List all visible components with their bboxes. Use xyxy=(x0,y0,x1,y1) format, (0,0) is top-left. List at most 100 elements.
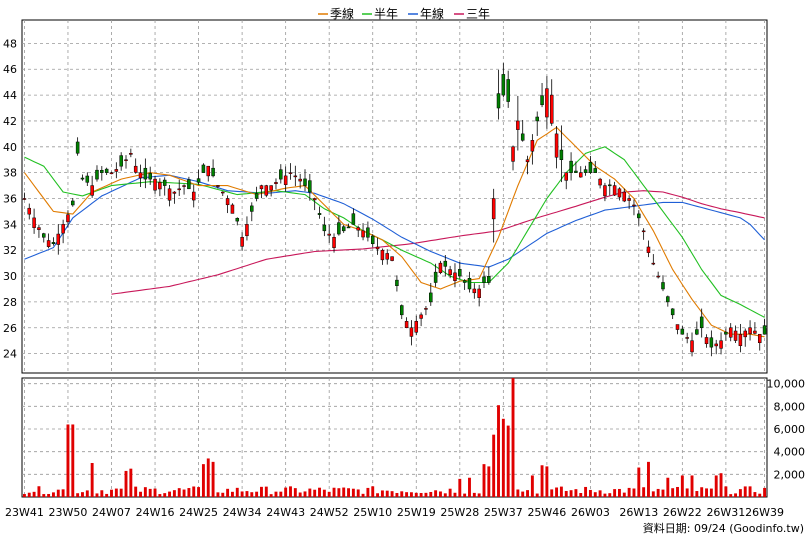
volume-bar xyxy=(685,488,689,497)
volume-bar xyxy=(443,493,447,497)
volume-bar xyxy=(192,486,196,497)
candle-body xyxy=(506,79,510,102)
candle-body xyxy=(395,279,399,287)
candle-body xyxy=(269,185,273,191)
volume-bar xyxy=(22,494,26,497)
candle-body xyxy=(719,340,723,349)
candle-body xyxy=(419,314,423,319)
candle-body xyxy=(753,330,757,334)
candle-body xyxy=(482,276,486,283)
candle-body xyxy=(414,321,419,333)
volume-bar xyxy=(516,489,520,497)
candle-body xyxy=(245,224,249,237)
candle-body xyxy=(501,74,506,96)
volume-bar xyxy=(758,493,762,497)
candle-body xyxy=(477,288,481,298)
candle-body xyxy=(666,296,670,303)
volume-bar xyxy=(255,491,259,497)
candle-body xyxy=(424,308,428,310)
volume-bar xyxy=(632,488,636,497)
candle-body xyxy=(641,230,646,233)
volume-bar xyxy=(526,490,529,497)
volume-tick-label: 6,000 xyxy=(774,423,806,436)
candle-body xyxy=(61,224,65,234)
candle-body xyxy=(453,272,457,282)
candle-body xyxy=(240,237,244,247)
volume-bar xyxy=(119,488,123,497)
candle-body xyxy=(370,235,375,244)
volume-bar xyxy=(95,493,99,497)
x-axis-ticks: 23W41 23W50 24W07 24W16 24W25 24W34 24W43 24W52… xyxy=(5,506,784,519)
candle-body xyxy=(579,172,583,178)
volume-bar xyxy=(468,477,471,497)
volume-bar xyxy=(221,492,225,497)
volume-bar xyxy=(400,491,404,497)
price-tick-label: 34 xyxy=(3,218,17,231)
volume-bar xyxy=(298,492,302,497)
candle-body xyxy=(162,179,167,186)
volume-bar xyxy=(269,494,273,497)
price-tick-label: 36 xyxy=(3,193,17,206)
volume-bar xyxy=(235,487,239,497)
volume-bar xyxy=(380,490,384,497)
volume-bar xyxy=(76,493,80,497)
candle-body xyxy=(574,170,578,173)
candle-body xyxy=(148,173,152,180)
volume-bar xyxy=(559,486,563,497)
volume-bar xyxy=(700,487,704,497)
volume-bar xyxy=(240,491,244,497)
candle-body xyxy=(264,185,269,196)
volume-bar xyxy=(734,493,738,497)
candle-body xyxy=(124,159,128,161)
x-tick-label: 23W50 xyxy=(49,506,88,519)
volume-bar xyxy=(753,492,757,497)
candle-body xyxy=(675,324,680,330)
volume-bar xyxy=(429,491,433,497)
volume-bar xyxy=(139,491,142,497)
candle-body xyxy=(341,226,346,232)
candle-body xyxy=(390,256,394,261)
volume-bar xyxy=(124,470,128,497)
candle-body xyxy=(303,178,307,186)
candle-body xyxy=(259,185,264,190)
x-tick-label: 25W10 xyxy=(353,506,392,519)
volume-bar xyxy=(579,493,583,497)
candle-body xyxy=(196,178,201,183)
candle-body xyxy=(143,167,148,180)
candle-body xyxy=(172,191,177,194)
volume-bar xyxy=(361,493,365,497)
volume-bar xyxy=(501,418,505,497)
candle-body xyxy=(429,292,433,303)
candle-body xyxy=(757,333,762,343)
volume-bar xyxy=(448,488,452,497)
candle-body xyxy=(400,305,404,316)
candle-body xyxy=(520,133,525,141)
volume-bar xyxy=(313,489,317,497)
candle-body xyxy=(714,343,718,347)
volume-bar xyxy=(81,492,84,497)
volume-tick-label: 4,000 xyxy=(774,446,806,459)
volume-bar xyxy=(342,487,346,497)
volume-bar xyxy=(593,492,597,497)
volume-bar xyxy=(748,486,752,497)
volume-bar xyxy=(42,494,46,497)
candle-body xyxy=(559,149,564,160)
volume-bar xyxy=(530,475,534,497)
volume-bar xyxy=(540,465,544,497)
volume-bar xyxy=(627,487,631,497)
x-tick-label: 24W07 xyxy=(92,506,131,519)
candle-body xyxy=(95,169,99,180)
candle-body xyxy=(670,308,675,316)
volume-bar xyxy=(637,467,641,497)
volume-bar xyxy=(477,493,481,497)
volume-grid xyxy=(21,377,768,498)
candle-body xyxy=(75,141,80,154)
volume-bar xyxy=(153,488,157,497)
candle-body xyxy=(467,277,472,290)
volume-bar xyxy=(100,490,104,497)
volume-bar xyxy=(714,475,718,497)
volume-bar xyxy=(564,490,568,497)
candle-body xyxy=(32,217,36,228)
volume-bar xyxy=(143,487,147,497)
